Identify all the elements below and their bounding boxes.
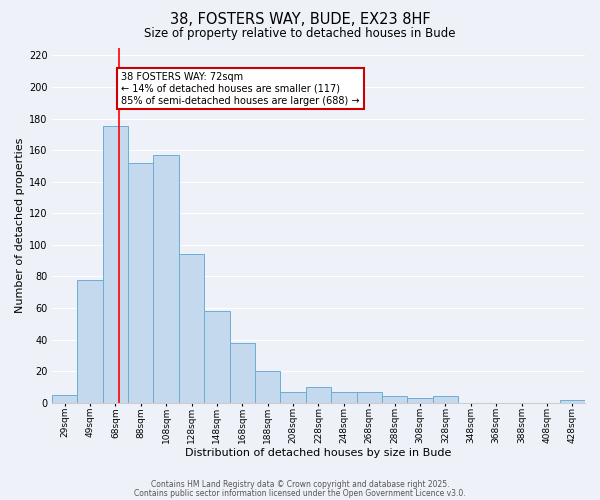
Bar bbox=[230, 343, 255, 403]
Bar bbox=[407, 398, 433, 403]
Bar bbox=[255, 371, 280, 403]
X-axis label: Distribution of detached houses by size in Bude: Distribution of detached houses by size … bbox=[185, 448, 452, 458]
Bar bbox=[433, 396, 458, 403]
Bar bbox=[52, 395, 77, 403]
Bar bbox=[331, 392, 356, 403]
Bar bbox=[128, 163, 154, 403]
Text: Contains public sector information licensed under the Open Government Licence v3: Contains public sector information licen… bbox=[134, 488, 466, 498]
Bar bbox=[382, 396, 407, 403]
Bar bbox=[280, 392, 306, 403]
Text: 38 FOSTERS WAY: 72sqm
← 14% of detached houses are smaller (117)
85% of semi-det: 38 FOSTERS WAY: 72sqm ← 14% of detached … bbox=[121, 72, 360, 106]
Bar bbox=[204, 311, 230, 403]
Bar bbox=[179, 254, 204, 403]
Bar bbox=[154, 155, 179, 403]
Y-axis label: Number of detached properties: Number of detached properties bbox=[15, 138, 25, 313]
Text: Size of property relative to detached houses in Bude: Size of property relative to detached ho… bbox=[144, 28, 456, 40]
Bar bbox=[103, 126, 128, 403]
Text: Contains HM Land Registry data © Crown copyright and database right 2025.: Contains HM Land Registry data © Crown c… bbox=[151, 480, 449, 489]
Text: 38, FOSTERS WAY, BUDE, EX23 8HF: 38, FOSTERS WAY, BUDE, EX23 8HF bbox=[170, 12, 430, 28]
Bar bbox=[356, 392, 382, 403]
Bar bbox=[77, 280, 103, 403]
Bar bbox=[560, 400, 585, 403]
Bar bbox=[306, 387, 331, 403]
